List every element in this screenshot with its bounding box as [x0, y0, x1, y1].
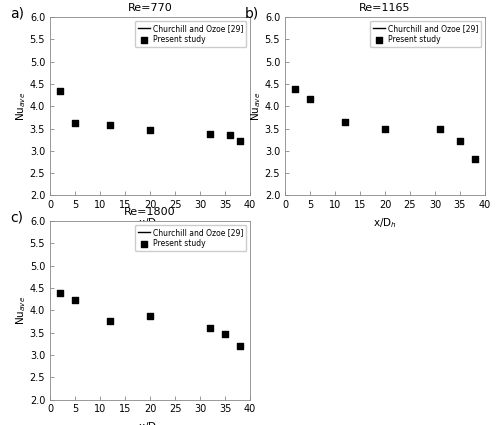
Text: b): b) [245, 6, 259, 20]
Present study [56, 87, 64, 94]
Y-axis label: Nu$_{ave}$: Nu$_{ave}$ [14, 91, 28, 121]
Present study [71, 297, 79, 304]
Present study [306, 95, 314, 102]
Y-axis label: Nu$_{ave}$: Nu$_{ave}$ [250, 91, 263, 121]
Title: Re=1165: Re=1165 [359, 3, 411, 14]
Present study [221, 331, 229, 338]
Present study [106, 317, 114, 324]
Present study [206, 130, 214, 137]
Legend: Churchill and Ozoe [29], Present study: Churchill and Ozoe [29], Present study [135, 225, 246, 251]
Present study [436, 125, 444, 132]
Line: Churchill and Ozoe [29]: Churchill and Ozoe [29] [52, 0, 249, 14]
Present study [146, 127, 154, 133]
Title: Re=770: Re=770 [128, 3, 172, 14]
Present study [341, 119, 349, 125]
Present study [456, 138, 464, 145]
Churchill and Ozoe [29] [192, 103, 198, 108]
Present study [236, 343, 244, 349]
Present study [71, 119, 79, 126]
Present study [106, 122, 114, 128]
X-axis label: x/D$_h$: x/D$_h$ [138, 420, 162, 425]
Present study [381, 126, 389, 133]
Legend: Churchill and Ozoe [29], Present study: Churchill and Ozoe [29], Present study [370, 21, 481, 47]
Present study [291, 86, 299, 93]
Legend: Churchill and Ozoe [29], Present study: Churchill and Ozoe [29], Present study [135, 21, 246, 47]
Churchill and Ozoe [29] [191, 102, 197, 108]
Present study [56, 290, 64, 297]
Churchill and Ozoe [29] [246, 11, 252, 16]
X-axis label: x/D$_h$: x/D$_h$ [138, 216, 162, 230]
X-axis label: x/D$_h$: x/D$_h$ [373, 216, 397, 230]
Text: c): c) [10, 210, 23, 224]
Present study [236, 138, 244, 145]
Churchill and Ozoe [29] [126, 23, 132, 28]
Churchill and Ozoe [29] [246, 139, 252, 144]
Churchill and Ozoe [29] [172, 86, 178, 91]
Line: Churchill and Ozoe [29]: Churchill and Ozoe [29] [52, 0, 249, 142]
Present study [146, 312, 154, 319]
Text: a): a) [10, 6, 24, 20]
Present study [226, 132, 234, 139]
Y-axis label: Nu$_{ave}$: Nu$_{ave}$ [14, 295, 28, 325]
Title: Re=1800: Re=1800 [124, 207, 176, 218]
Present study [206, 325, 214, 332]
Present study [471, 156, 479, 162]
